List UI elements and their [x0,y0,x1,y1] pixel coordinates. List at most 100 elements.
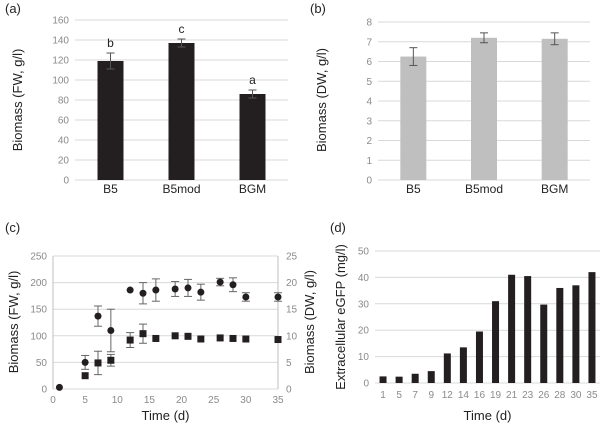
x-tick-label: 5 [396,390,402,401]
x-tick-label: 23 [522,390,534,401]
y-tick-label: 40 [358,273,370,284]
y-tick-label: 4 [366,97,372,108]
y2-tick-label: 15 [286,305,298,316]
bar [239,94,266,180]
fw-point [171,285,179,293]
y-tick-label: 200 [30,278,47,289]
bar [97,61,124,180]
bar [443,353,451,383]
y-tick-label: 40 [58,136,70,147]
x-tick-label: 30 [570,390,582,401]
bar [459,347,467,383]
dw-point [197,335,205,343]
y-tick-label: 0 [63,176,69,187]
y-tick-label: 160 [52,16,69,27]
y2-tick-label: 10 [286,331,298,342]
x-tick-label: 16 [474,390,486,401]
x-tick-label: BGM [541,182,568,196]
fw-point [274,293,282,301]
bar [572,285,580,383]
x-axis-label: Time (d) [142,408,190,423]
y-tick-label: 50 [358,247,370,258]
dw-point [152,334,160,342]
x-axis-label: Time (d) [464,408,512,423]
y-tick-label: 30 [358,299,370,310]
fw-point [242,293,250,301]
y-tick-label: 6 [366,57,372,68]
y-tick-label: 120 [52,56,69,67]
y-tick-label: 100 [52,76,69,87]
bar [379,376,387,383]
y-tick-label: 1 [366,156,372,167]
bar [168,43,195,180]
dw-point [184,332,192,340]
y-axis-label: Biomass (FW, g/l) [10,49,25,152]
y-tick-label: 5 [366,77,372,88]
dw-point [274,336,282,344]
y-tick-label: 10 [358,352,370,363]
x-tick-label: 26 [538,390,550,401]
y-axis-label: Biomass (DW, g/l) [314,48,329,152]
dw-point [81,372,89,380]
y-tick-label: 80 [58,96,70,107]
fw-point [197,288,205,296]
dw-point [242,335,250,343]
x-tick-label: 25 [208,395,220,406]
significance-letter: a [249,73,256,87]
y-tick-label: 50 [36,358,48,369]
fw-point [229,281,237,289]
x-tick-label: B5mod [465,182,503,196]
x-tick-label: 19 [490,390,502,401]
bar [475,331,483,383]
y-tick-label: 250 [30,252,47,263]
dw-point [229,334,237,342]
significance-letter: b [107,36,114,50]
y2-tick-label: 5 [286,358,292,369]
significance-letter: c [179,22,185,36]
dw-point [107,356,115,364]
fw-point [184,284,192,292]
bar [400,56,427,180]
fw-point [94,312,102,320]
bar [541,38,568,180]
y2-tick-label: 20 [286,278,298,289]
panel-label: (a) [5,1,21,16]
y-tick-label: 60 [58,116,70,127]
dw-point [126,336,134,344]
x-tick-label: 28 [554,390,566,401]
x-tick-label: 5 [82,395,88,406]
y-tick-label: 8 [366,18,372,29]
y-tick-label: 150 [30,305,47,316]
fw-point [107,326,115,334]
y-axis-label: Extracellular eGFP (mg/l) [333,244,348,390]
y-tick-label: 0 [363,379,369,390]
dw-point [171,332,179,340]
dw-point [139,330,147,338]
fw-point [152,286,160,294]
bar [395,376,403,383]
x-tick-label: 20 [176,395,188,406]
y-tick-label: 20 [358,326,370,337]
y-tick-label: 2 [366,136,372,147]
dw-point [216,334,224,342]
fw-point [126,286,134,294]
bar [556,287,564,383]
dw-point [94,359,102,367]
x-tick-label: 9 [428,390,434,401]
y-tick-label: 100 [30,331,47,342]
panel-label: (c) [5,220,20,235]
bar [540,304,548,383]
y-tick-label: 7 [366,37,372,48]
x-tick-label: 10 [112,395,124,406]
y-tick-label: 3 [366,116,372,127]
panel-label: (b) [310,1,326,16]
fw-point [55,383,63,391]
x-tick-label: 35 [586,390,598,401]
x-tick-label: BGM [239,182,266,196]
x-tick-label: 14 [458,390,470,401]
bar [508,274,516,383]
y-tick-label: 140 [52,36,69,47]
panel-label: (d) [330,220,346,235]
x-tick-label: 7 [412,390,418,401]
